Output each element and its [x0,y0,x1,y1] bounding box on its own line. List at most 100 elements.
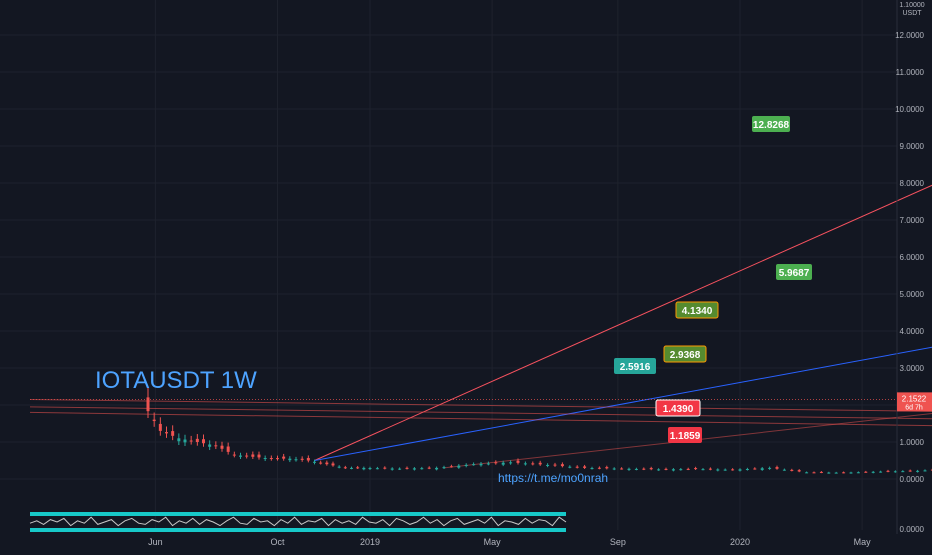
candle-body [679,469,682,470]
candle-body [635,469,638,470]
candle-body [319,463,322,464]
price-tick-label: 11.0000 [896,68,925,77]
time-tick-label: 2019 [360,537,380,547]
candle-body [901,471,904,472]
candle-body [245,456,248,457]
candle-body [716,469,719,470]
candle-body [916,471,919,472]
candle-body [369,468,372,469]
candle-body [450,466,453,467]
price-tick-label: 6.0000 [900,253,925,262]
candle-body [171,431,174,436]
candle-body [494,462,497,463]
candle-body [539,463,542,465]
candle-body [325,463,328,465]
annotation-value: 12.8268 [753,120,790,131]
price-tick-label: 4.0000 [900,327,925,336]
candle-body [251,454,254,456]
candle-body [165,432,168,433]
candle-body [288,459,291,461]
candle-body [472,464,475,465]
candle-body [398,469,401,470]
candle-body [313,462,316,463]
candle-body [768,468,771,469]
candle-body [214,445,217,446]
oscillator-tick-label: 0.0000 [900,525,925,534]
time-tick-label: Jun [148,537,163,547]
candle-body [443,467,446,468]
candle-body [147,397,150,411]
candle-body [258,455,261,458]
price-tick-label: 3.0000 [900,364,925,373]
candle-body [857,472,860,473]
candle-body [694,468,697,469]
time-axis-background [0,534,932,550]
candle-body [820,472,823,473]
candle-body [406,468,409,469]
annotation-value: 4.1340 [682,306,713,317]
candle-body [502,463,505,465]
candle-body [576,467,579,468]
candle-body [620,468,623,469]
candle-body [344,467,347,468]
candle-body [264,458,267,459]
candle-body [687,469,690,470]
candle-body [665,469,668,470]
time-tick-label: May [854,537,872,547]
candle-body [362,468,365,469]
candle-body [487,463,490,464]
candle-body [835,473,838,474]
candle-body [554,465,557,466]
candle-body [642,469,645,470]
candle-body [509,462,512,463]
candle-body [672,469,675,470]
candle-body [338,467,341,468]
candle-body [465,465,468,466]
time-tick-label: Sep [610,537,626,547]
candle-body [531,463,534,464]
candle-body [356,467,359,468]
annotation-value: 5.9687 [779,268,810,279]
candle-body [813,472,816,473]
candle-body [376,468,379,469]
annotation-value: 1.1859 [670,431,701,442]
axis-top-label: 1.10000 [899,2,924,9]
candle-body [332,463,335,465]
candle-body [159,424,162,431]
candle-body [177,438,180,441]
candle-body [301,459,304,460]
candle-body [605,467,608,468]
candle-body [783,470,786,471]
candle-body [239,456,242,457]
time-tick-label: May [484,537,502,547]
candle-body [350,468,353,469]
candle-body [196,439,199,442]
candle-body [724,470,727,471]
candle-body [613,468,616,469]
price-tick-label: 1.0000 [900,438,925,447]
price-tick-label: 0.0000 [900,475,925,484]
candle-body [546,465,549,466]
time-tick-label: Oct [270,537,285,547]
candle-body [657,469,660,470]
candle-body [598,468,601,469]
candle-body [517,461,520,463]
candle-body [805,472,808,473]
candle-body [894,471,897,472]
candle-body [208,444,211,446]
candle-body [909,471,912,472]
annotation-value: 2.9368 [670,350,701,361]
current-price-value: 2.1522 [902,394,927,403]
candle-body [850,472,853,473]
candle-body [790,470,793,471]
candle-body [202,439,205,443]
candle-body [233,455,236,456]
candle-body [190,441,193,442]
candle-body [435,468,438,470]
candle-body [480,464,483,465]
candle-body [561,464,564,466]
candle-body [709,469,712,470]
price-tick-label: 10.0000 [895,105,924,114]
